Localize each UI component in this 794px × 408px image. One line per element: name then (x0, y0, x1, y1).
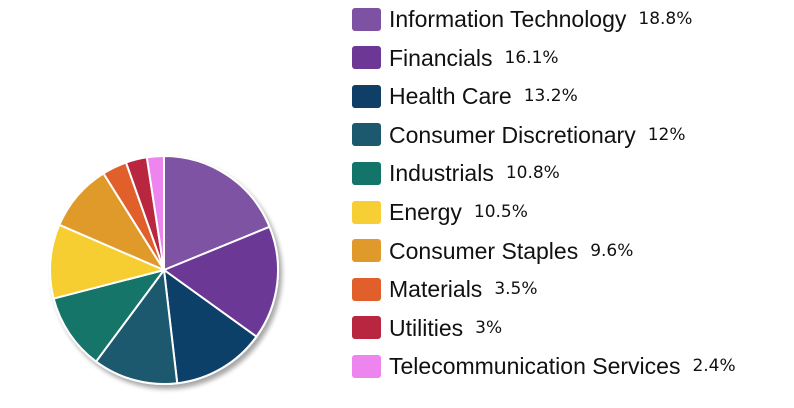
legend-item[interactable]: Financials 16.1% (352, 42, 559, 74)
legend-value: 16.1% (504, 47, 559, 68)
legend-swatch (352, 239, 381, 263)
legend-swatch (352, 277, 381, 301)
legend-label: Industrials (389, 160, 494, 187)
legend-swatch (352, 46, 381, 70)
legend-item[interactable]: Consumer Discretionary 12% (352, 119, 686, 151)
legend-value: 12% (647, 124, 686, 145)
legend-label: Consumer Discretionary (389, 121, 636, 148)
legend-item[interactable]: Telecommunication Services 2.4% (352, 350, 736, 382)
legend-value: 3% (475, 317, 503, 338)
legend-value: 3.5% (494, 279, 538, 300)
legend-item[interactable]: Utilities 3% (352, 312, 502, 344)
legend-swatch (352, 161, 381, 185)
legend-value: 18.8% (638, 9, 693, 29)
legend-value: 9.6% (590, 240, 634, 261)
legend-swatch (352, 200, 381, 224)
pie-slice-health-care[interactable] (163, 269, 258, 385)
legend-label: Telecommunication Services (389, 353, 681, 380)
legend-swatch (352, 7, 381, 31)
legend-label: Utilities (389, 314, 464, 341)
legend-item[interactable]: Industrials 10.8% (352, 157, 560, 189)
legend-label: Health Care (389, 83, 512, 110)
legend-value: 10.5% (473, 202, 528, 222)
legend-label: Financials (389, 44, 493, 71)
legend-item[interactable]: Energy 10.5% (352, 196, 528, 228)
legend-label: Consumer Staples (389, 237, 579, 264)
pie-slice-information-technology[interactable] (163, 155, 271, 271)
legend-label: Materials (389, 276, 483, 303)
legend-swatch (352, 123, 381, 147)
legend-swatch (352, 316, 381, 340)
pie-slice-financials[interactable] (163, 225, 279, 338)
legend-value: 2.4% (692, 356, 736, 377)
pie-slice-telecommunication-services[interactable] (145, 155, 165, 271)
pie-slices (49, 155, 279, 385)
legend-item[interactable]: Health Care 13.2% (352, 80, 578, 112)
legend-item[interactable]: Information Technology 18.8% (352, 3, 692, 35)
legend-item[interactable]: Consumer Staples 9.6% (352, 235, 633, 267)
legend-label: Information Technology (389, 6, 627, 32)
pie-slice-energy[interactable] (49, 223, 165, 300)
legend-swatch (352, 84, 381, 108)
legend-value: 10.8% (505, 163, 560, 184)
pie-slice-industrials[interactable] (52, 269, 165, 363)
legend-item[interactable]: Materials 3.5% (352, 273, 538, 305)
legend-swatch (352, 354, 381, 378)
legend-label: Energy (389, 199, 462, 225)
legend-value: 13.2% (523, 86, 578, 107)
pie-slice-consumer-discretionary[interactable] (95, 269, 179, 385)
